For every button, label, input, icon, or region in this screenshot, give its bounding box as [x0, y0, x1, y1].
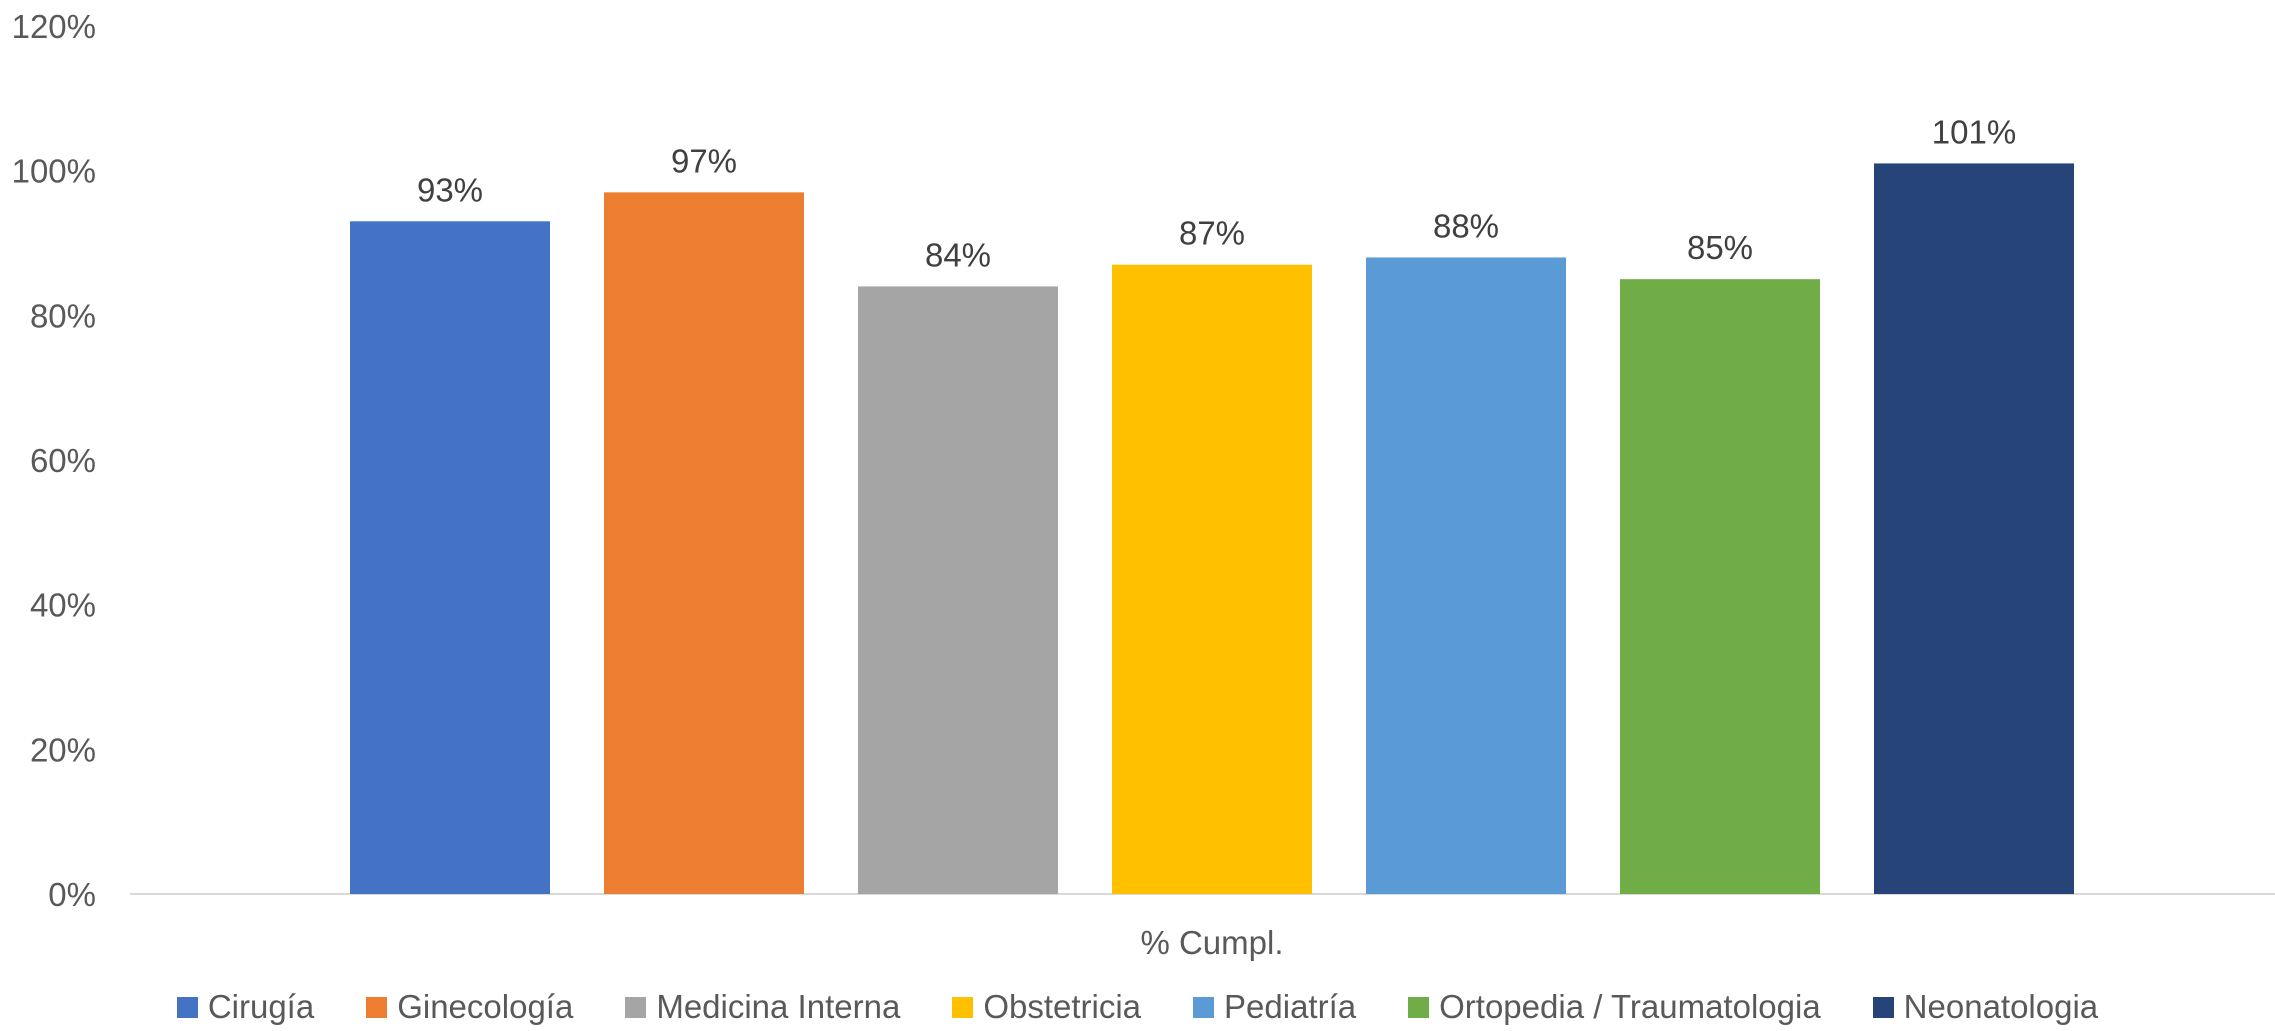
legend: Cirugía Ginecología Medicina Interna Obstet…	[0, 985, 2275, 1029]
legend-label: Ortopedia / Traumatologia	[1439, 988, 1821, 1025]
legend-swatch	[1872, 996, 1894, 1018]
legend-item: Obstetricia	[952, 988, 1141, 1026]
y-tick-label: 120%	[12, 8, 96, 45]
category-label: % Cumpl.	[1140, 924, 1283, 961]
legend-swatch	[625, 996, 647, 1018]
data-label: 101%	[1932, 113, 2016, 150]
y-tick-label: 20%	[30, 731, 96, 768]
legend-item: Pediatría	[1193, 988, 1356, 1026]
y-tick-label: 0%	[48, 876, 96, 913]
bar	[1874, 163, 2074, 894]
legend-swatch	[366, 996, 388, 1018]
data-labels-group: 93% 97% 84% 87% 88% 85% 101%	[417, 113, 2016, 273]
data-label: 97%	[671, 142, 737, 179]
y-axis: 0% 20% 40% 60% 80% 100% 120%	[12, 8, 96, 913]
bar	[1366, 257, 1566, 894]
bar	[858, 286, 1058, 894]
data-label: 93%	[417, 171, 483, 208]
legend-label: Medicina Interna	[656, 988, 901, 1025]
legend-label: Pediatría	[1224, 988, 1357, 1025]
legend-swatch	[176, 996, 198, 1018]
bar	[1112, 264, 1312, 894]
legend-label: Ginecología	[397, 988, 574, 1025]
bar-chart: 0% 20% 40% 60% 80% 100% 120% 93% 97% 84% 87% 88% 85…	[12, 8, 2275, 961]
legend-item: Cirugía	[176, 988, 315, 1026]
legend-item: Ginecología	[366, 988, 573, 1026]
legend-swatch	[1408, 996, 1430, 1018]
legend-item: Ortopedia / Traumatologia	[1408, 988, 1821, 1026]
y-tick-label: 60%	[30, 442, 96, 479]
legend-swatch	[1193, 996, 1215, 1018]
legend-swatch	[952, 996, 974, 1018]
y-tick-label: 100%	[12, 153, 96, 190]
y-tick-label: 80%	[30, 297, 96, 334]
data-label: 85%	[1687, 229, 1753, 266]
bar	[350, 221, 550, 895]
bars-group	[350, 163, 2074, 895]
legend-item: Medicina Interna	[625, 988, 900, 1026]
data-label: 84%	[925, 236, 991, 273]
data-label: 88%	[1433, 207, 1499, 244]
legend-label: Neonatologia	[1903, 988, 2099, 1025]
legend-label: Obstetricia	[983, 988, 1142, 1025]
legend-label: Cirugía	[207, 988, 315, 1025]
legend-item: Neonatologia	[1872, 988, 2099, 1026]
data-label: 87%	[1179, 215, 1245, 252]
bar	[604, 192, 804, 894]
y-tick-label: 40%	[30, 587, 96, 624]
bar	[1620, 279, 1820, 895]
